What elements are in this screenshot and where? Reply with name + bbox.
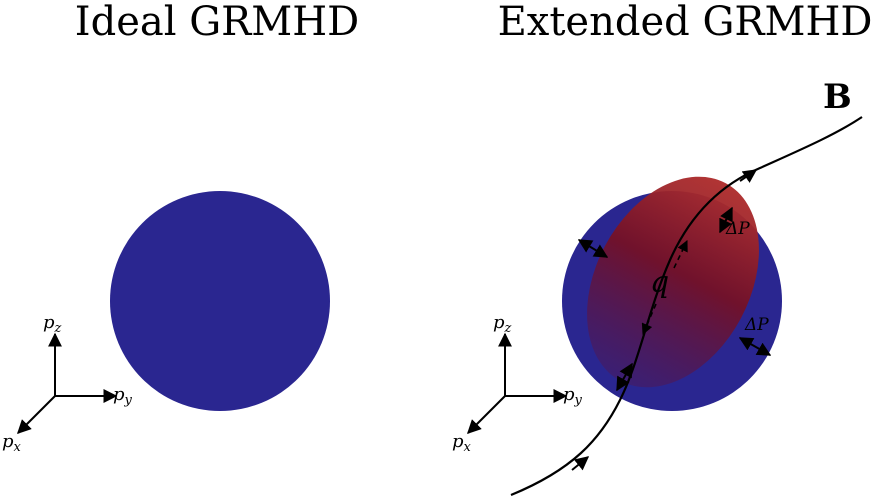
right-pz-label: pz (493, 312, 512, 336)
right-px-axis (467, 395, 506, 434)
left-axes: pz py px (2, 312, 133, 455)
right-px-label: px (452, 431, 472, 455)
heat-flux-arrow-upper (673, 239, 688, 269)
magnetic-field-label: B (823, 77, 852, 117)
pressure-anisotropy-label-right: ΔP (744, 315, 769, 335)
left-pz-label: pz (43, 312, 62, 336)
anisotropic-ellipsoid (587, 176, 759, 388)
pressure-anisotropy-label-top: ΔP (725, 219, 750, 239)
left-px-axis (17, 395, 56, 434)
right-panel-title: Extended GRMHD (498, 0, 873, 45)
stretch-arrow-top (719, 206, 733, 234)
left-panel-title: Ideal GRMHD (75, 0, 359, 45)
compression-arrow-left (577, 239, 609, 258)
field-direction-arrow-lower (571, 456, 590, 471)
heat-flux-label: q (650, 265, 669, 300)
right-axes: pz py px (452, 312, 583, 455)
magnetic-field-line (510, 116, 863, 497)
right-py-label: py (563, 384, 583, 408)
isotropic-sphere (110, 191, 330, 411)
compression-arrow-right (738, 337, 772, 356)
field-direction-arrow-upper (739, 169, 758, 183)
stretch-arrow-bottom (616, 362, 633, 392)
left-px-label: px (2, 431, 22, 455)
left-py-label: py (113, 384, 133, 408)
